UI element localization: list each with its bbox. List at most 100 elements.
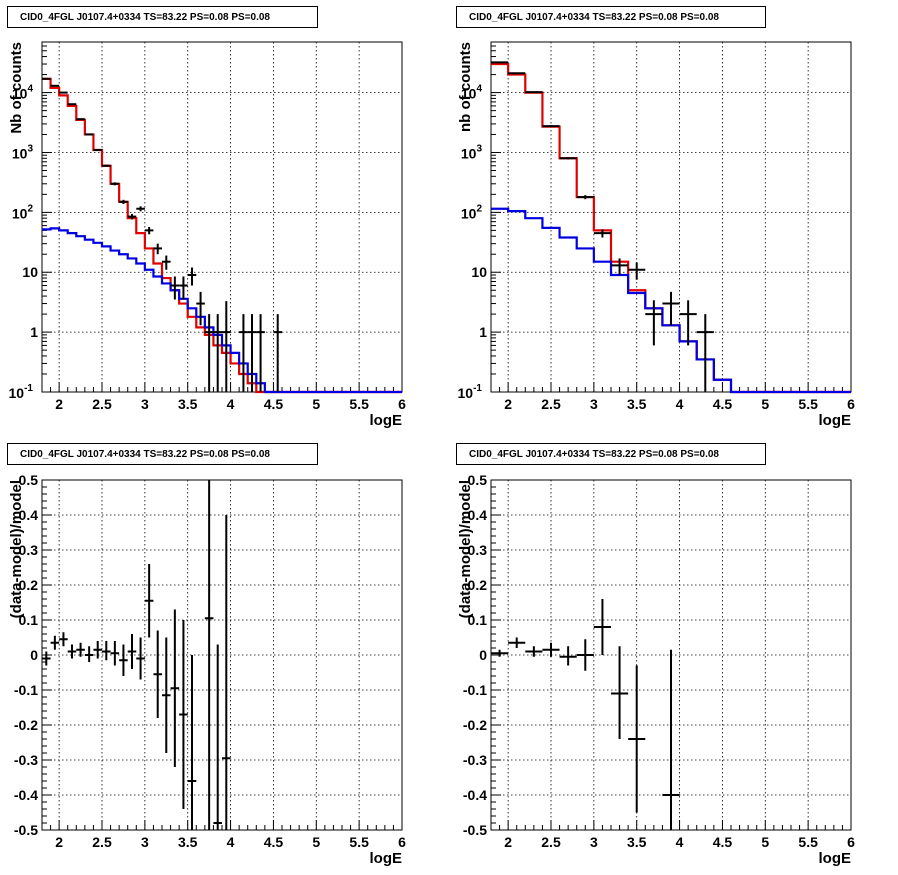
data-point	[196, 291, 205, 326]
data-point	[576, 195, 594, 200]
data-point	[119, 644, 128, 676]
data-point	[76, 118, 85, 121]
data-point	[93, 149, 102, 152]
y-axis-label: (data-model)/model	[8, 480, 25, 618]
y-tick-label: 104	[461, 84, 483, 102]
data-point	[222, 515, 231, 830]
data-point	[576, 639, 594, 671]
model-component-line	[42, 227, 402, 394]
data-point	[153, 243, 162, 255]
data-point	[187, 267, 197, 286]
data-point	[127, 213, 137, 220]
data-point	[239, 314, 248, 392]
x-tick-label: 6	[398, 396, 406, 412]
x-axis-label: logE	[819, 850, 852, 867]
plot-frame	[490, 41, 852, 393]
data-point	[84, 646, 94, 662]
data-point	[50, 635, 60, 650]
data-point	[170, 609, 180, 767]
x-tick-label: 4.5	[264, 396, 284, 412]
y-tick-label: 102	[12, 203, 34, 221]
x-tick-label: 4.5	[713, 834, 733, 850]
x-tick-label: 2.5	[92, 834, 112, 850]
tick-marks	[490, 479, 852, 831]
data-point	[645, 300, 663, 346]
y-tick-label: -0.3	[463, 752, 487, 768]
data-point	[662, 649, 680, 830]
data-point	[136, 206, 145, 212]
grid	[42, 480, 402, 830]
panel-title: CID0_4FGL J0107.4+0334 TS=83.22 PS=0.08 …	[7, 6, 318, 28]
data-point	[102, 641, 111, 661]
y-tick-label: 0.2	[468, 577, 488, 593]
y-tick-label: 1	[30, 324, 38, 340]
counts-plot-top-left: 2 2.5 3 3.5 4 4.5 5 5.5 6 10-1 1 10 102 103 104 logE Nb …	[8, 41, 406, 429]
data-point	[42, 77, 51, 80]
data-point	[559, 157, 577, 160]
y-tick-label: 10-1	[9, 383, 34, 401]
x-tick-label: 2	[55, 834, 63, 850]
data-point	[247, 314, 257, 392]
y-tick-label: 0.4	[468, 507, 488, 523]
data-point	[542, 125, 560, 128]
x-tick-label: 3	[141, 834, 149, 850]
x-tick-label: 4.5	[713, 396, 733, 412]
data-point	[187, 655, 197, 830]
tick-marks	[490, 41, 852, 393]
panel-title: CID0_4FGL J0107.4+0334 TS=83.22 PS=0.08 …	[456, 6, 766, 28]
data-point	[110, 641, 120, 666]
data-point	[593, 599, 611, 655]
data-point	[628, 262, 646, 280]
data-point	[491, 61, 509, 64]
y-axis-label: Nb of counts	[8, 42, 25, 134]
y-tick-label: 1	[479, 324, 487, 340]
y-tick-label: 103	[461, 143, 483, 161]
data-point	[153, 630, 162, 718]
data-point	[110, 182, 120, 186]
data-point	[679, 300, 697, 346]
data-point	[256, 314, 265, 392]
data-point	[213, 314, 222, 392]
y-tick-label: 0.4	[19, 507, 39, 523]
y-axis-label: (data-model)/model	[457, 480, 474, 618]
data-point	[628, 665, 646, 813]
data-point	[662, 291, 680, 326]
y-tick-label: -0.2	[14, 717, 38, 733]
x-tick-label: 5	[761, 396, 769, 412]
data-point	[59, 91, 68, 94]
data-point	[696, 314, 714, 392]
grid	[491, 42, 851, 392]
x-axis-label: logE	[370, 412, 403, 429]
x-tick-label: 6	[847, 396, 855, 412]
x-tick-label: 3.5	[627, 396, 647, 412]
residual-plot-bottom-right: 2 2.5 3 3.5 4 4.5 5 5.5 6 -0.5 -0.4 -0.3 -0.2 -0.1 0 0.…	[457, 472, 855, 867]
x-axis-label: logE	[370, 850, 403, 867]
y-tick-label: -0.5	[463, 822, 487, 838]
data-point	[136, 637, 145, 680]
residual-plot-bottom-left: 2 2.5 3 3.5 4 4.5 5 5.5 6 -0.5 -0.4 -0.3 -0.2 -0.1 0 0.…	[8, 472, 406, 867]
x-tick-label: 5.5	[349, 396, 369, 412]
x-tick-label: 3	[590, 396, 598, 412]
x-tick-label: 5.5	[798, 834, 818, 850]
data-point	[50, 84, 60, 87]
x-tick-label: 2	[55, 396, 63, 412]
data-point	[42, 651, 51, 666]
y-tick-label: 0.2	[19, 577, 39, 593]
counts-plot-top-right: 2 2.5 3 3.5 4 4.5 5 5.5 6 10-1 1 10 102 103 104 logE nb …	[457, 41, 855, 429]
data-point	[508, 637, 526, 648]
data-point	[559, 646, 577, 666]
x-tick-label: 2.5	[92, 396, 112, 412]
data-point	[611, 646, 629, 739]
data-point	[67, 103, 77, 106]
x-tick-label: 2.5	[541, 834, 561, 850]
data-point	[102, 164, 111, 167]
x-tick-label: 6	[847, 834, 855, 850]
data-point	[525, 646, 543, 657]
data-point	[525, 91, 543, 94]
data-point	[213, 644, 222, 830]
x-tick-label: 5.5	[349, 834, 369, 850]
x-tick-label: 4	[676, 834, 684, 850]
y-tick-label: -0.4	[463, 787, 487, 803]
data-point	[611, 258, 629, 275]
x-tick-label: 4	[227, 834, 235, 850]
